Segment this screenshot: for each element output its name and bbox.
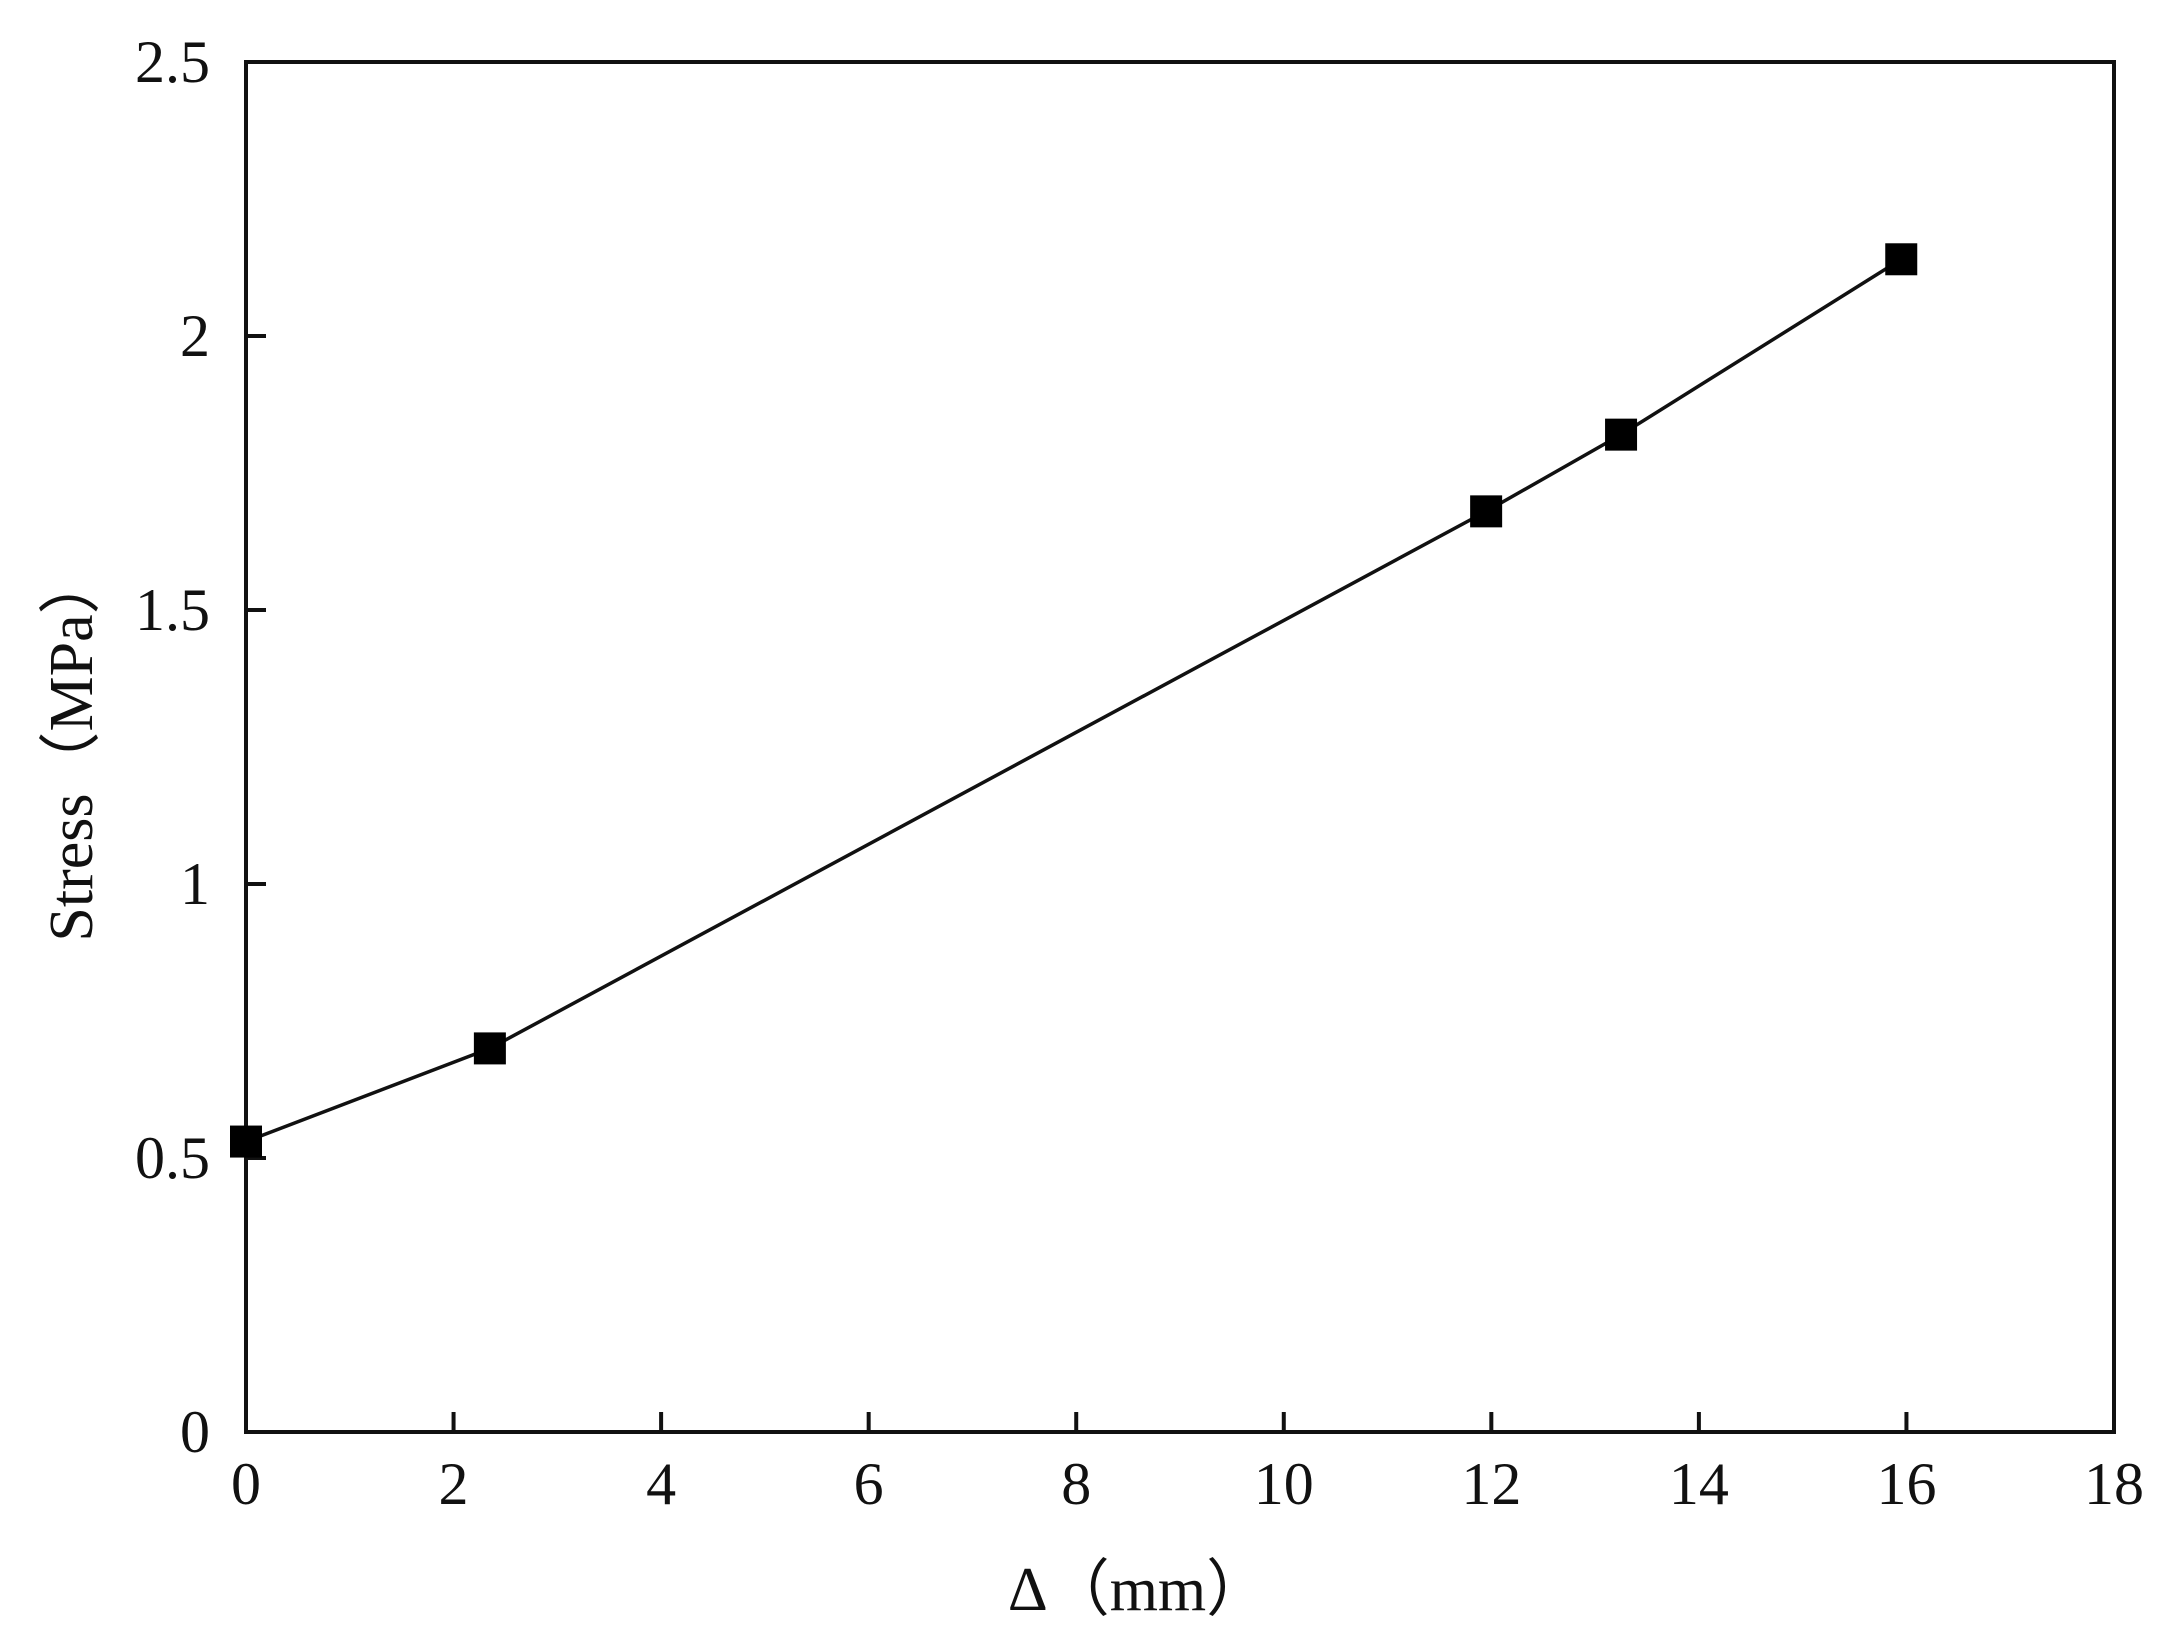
y-tick-label: 0 [180, 1399, 210, 1465]
y-tick-label: 2.5 [135, 29, 210, 95]
x-tick-label: 18 [2084, 1451, 2144, 1517]
y-tick-label: 2 [180, 303, 210, 369]
plot-frame [244, 60, 2116, 1434]
x-tick-label: 6 [854, 1451, 884, 1517]
data-point-marker [1885, 243, 1918, 276]
x-tick-label: 8 [1061, 1451, 1091, 1517]
y-tick-label: 1.5 [135, 577, 210, 643]
x-tick-label: 16 [1876, 1451, 1936, 1517]
series-line [245, 257, 1903, 1144]
x-axis-ticks: 0 2 4 6 8 10 12 14 16 18 [231, 1412, 2144, 1517]
data-point-marker [1470, 495, 1503, 528]
series-layer [230, 243, 1918, 1158]
x-tick-label: 4 [646, 1451, 676, 1517]
x-axis-title: Δ（mm） [1008, 1556, 1268, 1624]
y-axis-ticks: 0 0.5 1 1.5 2 2.5 [135, 29, 266, 1465]
data-point-marker [473, 1032, 506, 1065]
x-tick-label: 10 [1254, 1451, 1314, 1517]
y-tick-label: 1 [180, 851, 210, 917]
x-tick-label: 14 [1669, 1451, 1729, 1517]
y-tick-label: 0.5 [135, 1125, 210, 1191]
x-tick-label: 0 [231, 1451, 261, 1517]
data-point-marker [230, 1125, 262, 1158]
x-tick-label: 2 [439, 1451, 469, 1517]
x-tick-label: 12 [1461, 1451, 1521, 1517]
data-point-marker [1605, 418, 1638, 451]
y-axis-title: Stress（MPa） [38, 552, 106, 941]
